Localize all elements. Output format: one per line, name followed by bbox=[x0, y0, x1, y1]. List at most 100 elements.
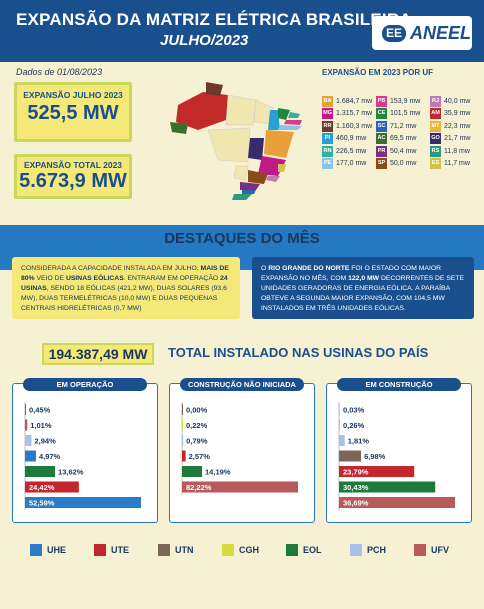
chart-data-label: 23,79% bbox=[343, 468, 369, 477]
aneel-logo-text: ANEEL bbox=[410, 23, 472, 43]
chart-data-label: 0,22% bbox=[186, 421, 208, 430]
highlight-bold: MAIS DE 80% bbox=[21, 265, 229, 282]
map-region-pi bbox=[268, 110, 280, 130]
highlight-text: , SENDO 18 EÓLICAS (421,2 MW), DUAS SOLA… bbox=[21, 285, 227, 312]
chart-data-label: 36,69% bbox=[343, 499, 369, 508]
chart-bar-ufv bbox=[339, 497, 455, 508]
chart-data-label: 52,59% bbox=[29, 499, 55, 508]
map-region-rj bbox=[266, 176, 280, 182]
chart-data-label: 0,79% bbox=[186, 437, 208, 446]
uf-item-ba: BA 1.684,7 mw bbox=[322, 95, 372, 107]
uf-value: 1.315,7 mw bbox=[336, 110, 373, 117]
uf-item-sc: SC 71,2 mw bbox=[376, 120, 416, 132]
chart-panel-construcao-nao-iniciada: CONSTRUÇÃO NÃO INICIADA 0,00% 0,22% 0,79% 2… bbox=[169, 378, 315, 523]
chart-bar-pch bbox=[25, 435, 32, 446]
uf-item-am: AM 35,9 mw bbox=[430, 108, 470, 120]
chart-bar-ufv bbox=[25, 419, 28, 431]
uf-item-es: ES 11,7 mw bbox=[430, 158, 470, 170]
chart-em-operacao: 0,45% 1,01% 2,94% 4,97% 13,62%24,42% 52,59% bbox=[24, 402, 141, 511]
legend-swatch bbox=[222, 544, 234, 556]
highlight-left: CONSIDERADA A CAPACIDADE INSTALADA EM JU… bbox=[12, 257, 240, 319]
highlight-bold: USINAS EÓLICAS bbox=[65, 275, 124, 282]
chart-bar-pch bbox=[182, 435, 184, 446]
legend-item-eol: EOL bbox=[286, 544, 322, 556]
uf-code: CE bbox=[376, 108, 387, 119]
chart-bar-ute bbox=[182, 450, 186, 462]
chart-bar-ute bbox=[339, 466, 415, 477]
uf-item-rs: RS 11,8 mw bbox=[430, 145, 470, 157]
map-region-pr bbox=[240, 182, 260, 190]
uf-item-ce: CE 101,5 mw bbox=[376, 108, 420, 120]
uf-item-sp: SP 50,0 mw bbox=[376, 158, 416, 170]
chart-bar-pch bbox=[339, 435, 345, 446]
chart-data-label: 0,03% bbox=[343, 406, 365, 415]
uf-item-rn: RN 226,5 mw bbox=[322, 145, 366, 157]
map-region-ac bbox=[170, 122, 188, 134]
uf-value: 1.684,7 mw bbox=[336, 97, 373, 105]
data-date: Dados de 01/08/2023 bbox=[16, 67, 103, 77]
uf-value: 460,9 mw bbox=[336, 135, 367, 142]
chart-panel-em-construcao: EM CONSTRUÇÃO 0,03% 0,26% 1,81% 6,98% 23,79%… bbox=[326, 378, 472, 523]
legend-swatch bbox=[30, 544, 42, 556]
map-region-ms bbox=[233, 165, 249, 181]
chart-bar-ute bbox=[25, 481, 79, 493]
legend-label: UFV bbox=[431, 545, 449, 555]
uf-code: ES bbox=[430, 158, 441, 169]
legend-label: PCH bbox=[367, 545, 387, 555]
legend-item-ute: UTE bbox=[94, 544, 129, 556]
uf-value: 226,5 mw bbox=[336, 147, 367, 155]
chart-bar-eol bbox=[25, 466, 56, 477]
uf-code: PB bbox=[376, 95, 387, 107]
chart-data-label: 6,98% bbox=[364, 452, 386, 461]
chart-data-label: 1,01% bbox=[30, 421, 52, 430]
legend-label: CGH bbox=[239, 545, 259, 555]
uf-value: 50,4 mw bbox=[390, 147, 417, 155]
legend-swatch bbox=[94, 544, 106, 556]
chart-data-label: 24,42% bbox=[29, 483, 55, 492]
highlight-bold: 122,0 MW bbox=[348, 275, 380, 282]
highlight-bold: 24 USINAS bbox=[21, 275, 228, 292]
chart-bar-cgh bbox=[182, 419, 183, 431]
chart-bar-eol bbox=[339, 481, 436, 493]
highlight-text: CONSIDERADA A CAPACIDADE INSTALADA EM JU… bbox=[21, 265, 201, 272]
highlights-title: DESTAQUES DO MÊS bbox=[164, 230, 320, 247]
uf-item-mt: MT 22,3 mw bbox=[430, 120, 470, 132]
legend-item-utn: UTN bbox=[158, 544, 194, 556]
chart-data-label: 1,81% bbox=[348, 437, 370, 446]
uf-value: 153,9 mw bbox=[390, 97, 421, 105]
uf-code: RJ bbox=[430, 95, 441, 107]
chart-bar-utn bbox=[182, 404, 183, 415]
uf-item-go: GO 21,7 mw bbox=[430, 133, 470, 145]
chart-bar-uhe bbox=[25, 450, 36, 462]
chart-data-label: 14,19% bbox=[205, 468, 231, 477]
map-region-rr bbox=[206, 82, 223, 96]
uf-value: 40,0 mw bbox=[444, 97, 471, 105]
uf-value: 35,9 mw bbox=[444, 110, 471, 117]
highlight-text: O bbox=[261, 265, 269, 272]
chart-em-construcao: 0,03% 0,26% 1,81% 6,98% 23,79% 30,43% 36,69% bbox=[338, 402, 455, 511]
map-region-pb bbox=[284, 120, 302, 125]
uf-code: SC bbox=[376, 120, 387, 132]
kpi-value: 525,5 MW bbox=[27, 102, 119, 124]
chart-legend: UHE UTE UTN CGH EOL PCH UFV bbox=[0, 544, 484, 560]
uf-value: 101,5 mw bbox=[390, 110, 421, 117]
legend-item-uhe: UHE bbox=[30, 544, 66, 556]
brazil-map bbox=[170, 82, 302, 200]
chart-bar-utn bbox=[25, 404, 26, 415]
uf-item-pb: PB 153,9 mw bbox=[376, 95, 420, 107]
highlight-text: VEIO DE bbox=[34, 275, 66, 282]
highlight-text: DECORRENTES DE SETE UNIDADES GERADORAS D… bbox=[261, 275, 465, 312]
uf-code: PR bbox=[376, 145, 387, 157]
uf-value: 50,0 mw bbox=[390, 160, 417, 167]
aneel-logo: EE ANEEL bbox=[372, 16, 472, 50]
uf-code: GO bbox=[430, 133, 441, 144]
legend-swatch bbox=[158, 544, 170, 556]
uf-code: PI bbox=[322, 133, 333, 144]
chart-data-label: 82,22% bbox=[186, 483, 212, 492]
map-region-am bbox=[176, 92, 228, 130]
chart-data-label: 30,43% bbox=[343, 483, 369, 492]
legend-label: UHE bbox=[47, 545, 67, 555]
chart-bar-cgh bbox=[339, 404, 340, 415]
uf-code: RN bbox=[322, 145, 333, 157]
chart-data-label: 0,26% bbox=[343, 421, 365, 430]
